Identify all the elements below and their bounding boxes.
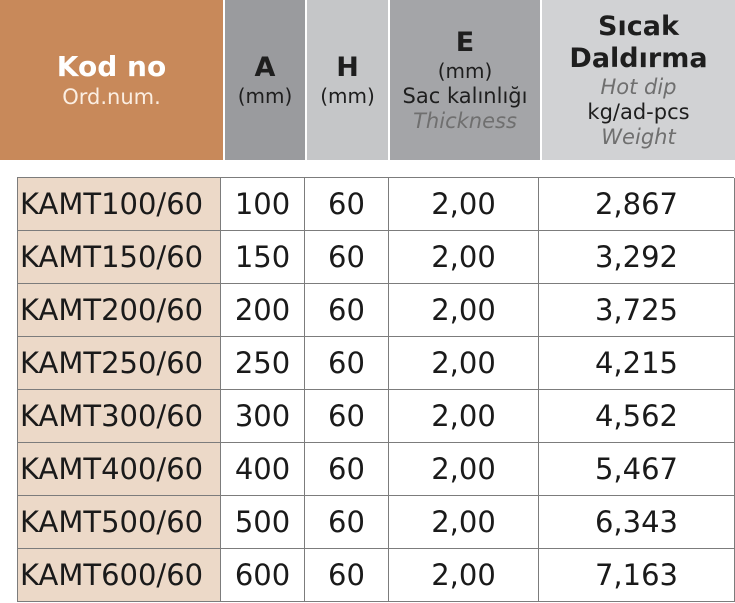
header-a-title: A bbox=[254, 51, 276, 83]
header-a: A (mm) bbox=[225, 0, 305, 160]
cell-kod: KAMT500/60 bbox=[18, 496, 221, 549]
cell-e: 2,00 bbox=[389, 549, 539, 602]
table-row: KAMT100/60 100 60 2,00 2,867 bbox=[18, 178, 735, 231]
header-a-unit: (mm) bbox=[237, 83, 293, 108]
cell-a: 150 bbox=[221, 231, 305, 284]
cell-h: 60 bbox=[305, 284, 389, 337]
cell-h: 60 bbox=[305, 231, 389, 284]
cell-a: 400 bbox=[221, 443, 305, 496]
header-h: H (mm) bbox=[307, 0, 388, 160]
header-weight-title-2: Daldırma bbox=[569, 42, 708, 74]
table-row: KAMT250/60 250 60 2,00 4,215 bbox=[18, 337, 735, 390]
cell-weight: 3,292 bbox=[539, 231, 735, 284]
cell-e: 2,00 bbox=[389, 284, 539, 337]
cell-weight: 2,867 bbox=[539, 178, 735, 231]
table-row: KAMT400/60 400 60 2,00 5,467 bbox=[18, 443, 735, 496]
cell-h: 60 bbox=[305, 178, 389, 231]
header-weight-label-en: Hot dip bbox=[600, 74, 677, 99]
cell-h: 60 bbox=[305, 390, 389, 443]
header-kod-subtitle: Ord.num. bbox=[62, 85, 161, 109]
table-body: KAMT100/60 100 60 2,00 2,867 KAMT150/60 150 60 2… bbox=[17, 177, 735, 602]
cell-kod: KAMT300/60 bbox=[18, 390, 221, 443]
header-kod-title: Kod no bbox=[56, 50, 167, 83]
cell-a: 200 bbox=[221, 284, 305, 337]
cell-e: 2,00 bbox=[389, 443, 539, 496]
cell-e: 2,00 bbox=[389, 496, 539, 549]
cell-kod: KAMT200/60 bbox=[18, 284, 221, 337]
cell-weight: 4,215 bbox=[539, 337, 735, 390]
table-row: KAMT500/60 500 60 2,00 6,343 bbox=[18, 496, 735, 549]
header-e-label-en: Thickness bbox=[413, 108, 517, 133]
header-weight: Sıcak Daldırma Hot dip kg/ad-pcs Weight bbox=[542, 0, 735, 160]
header-h-unit: (mm) bbox=[320, 83, 375, 108]
cell-a: 250 bbox=[221, 337, 305, 390]
header-weight-unit: kg/ad-pcs bbox=[587, 99, 690, 124]
header-weight-label-en-2: Weight bbox=[601, 124, 676, 149]
table-row: KAMT600/60 600 60 2,00 7,163 bbox=[18, 549, 735, 602]
header-h-title: H bbox=[336, 51, 359, 83]
cell-weight: 5,467 bbox=[539, 443, 735, 496]
header-e-label: Sac kalınlığı bbox=[402, 83, 528, 108]
cell-weight: 3,725 bbox=[539, 284, 735, 337]
header-kod: Kod no Ord.num. bbox=[0, 0, 223, 160]
cell-a: 100 bbox=[221, 178, 305, 231]
cell-kod: KAMT100/60 bbox=[18, 178, 221, 231]
table-header: Kod no Ord.num. A (mm) H (mm) E (mm) Sac… bbox=[0, 0, 735, 160]
header-e-unit: (mm) bbox=[437, 58, 493, 83]
cell-kod: KAMT400/60 bbox=[18, 443, 221, 496]
cell-weight: 7,163 bbox=[539, 549, 735, 602]
cell-a: 300 bbox=[221, 390, 305, 443]
table-row: KAMT200/60 200 60 2,00 3,725 bbox=[18, 284, 735, 337]
cell-e: 2,00 bbox=[389, 178, 539, 231]
cell-h: 60 bbox=[305, 443, 389, 496]
table-row: KAMT150/60 150 60 2,00 3,292 bbox=[18, 231, 735, 284]
header-weight-title-1: Sıcak bbox=[598, 10, 679, 42]
table-row: KAMT300/60 300 60 2,00 4,562 bbox=[18, 390, 735, 443]
header-e-title: E bbox=[455, 26, 475, 58]
cell-e: 2,00 bbox=[389, 337, 539, 390]
cell-kod: KAMT600/60 bbox=[18, 549, 221, 602]
cell-h: 60 bbox=[305, 337, 389, 390]
cell-weight: 6,343 bbox=[539, 496, 735, 549]
cell-h: 60 bbox=[305, 496, 389, 549]
header-e: E (mm) Sac kalınlığı Thickness bbox=[390, 0, 540, 160]
cell-e: 2,00 bbox=[389, 231, 539, 284]
cell-a: 500 bbox=[221, 496, 305, 549]
cell-a: 600 bbox=[221, 549, 305, 602]
cell-h: 60 bbox=[305, 549, 389, 602]
cell-kod: KAMT250/60 bbox=[18, 337, 221, 390]
cell-kod: KAMT150/60 bbox=[18, 231, 221, 284]
cell-e: 2,00 bbox=[389, 390, 539, 443]
cell-weight: 4,562 bbox=[539, 390, 735, 443]
